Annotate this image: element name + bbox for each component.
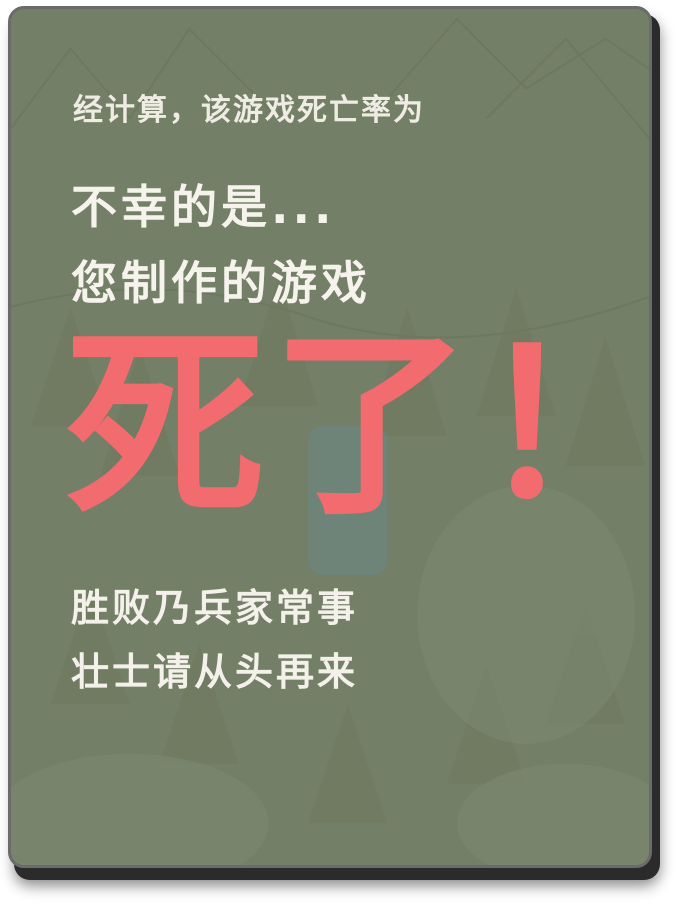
consolation-line-1: 胜败乃兵家常事 xyxy=(71,586,359,630)
intro-text: 经计算，该游戏死亡率为 xyxy=(73,93,425,128)
forest-background-illustration xyxy=(11,17,649,865)
consolation-line-2: 壮士请从头再来 xyxy=(71,650,359,694)
headline-line-2: 您制作的游戏 xyxy=(71,256,371,310)
game-over-card: 经计算，该游戏死亡率为 不幸的是... 您制作的游戏 死了！ 胜败乃兵家常事 壮… xyxy=(8,6,652,868)
death-text: 死了！ xyxy=(65,310,652,543)
game-over-text: 经计算，该游戏死亡率为 不幸的是... 您制作的游戏 死了！ 胜败乃兵家常事 壮… xyxy=(11,9,649,865)
headline-line-1: 不幸的是... xyxy=(71,180,336,234)
